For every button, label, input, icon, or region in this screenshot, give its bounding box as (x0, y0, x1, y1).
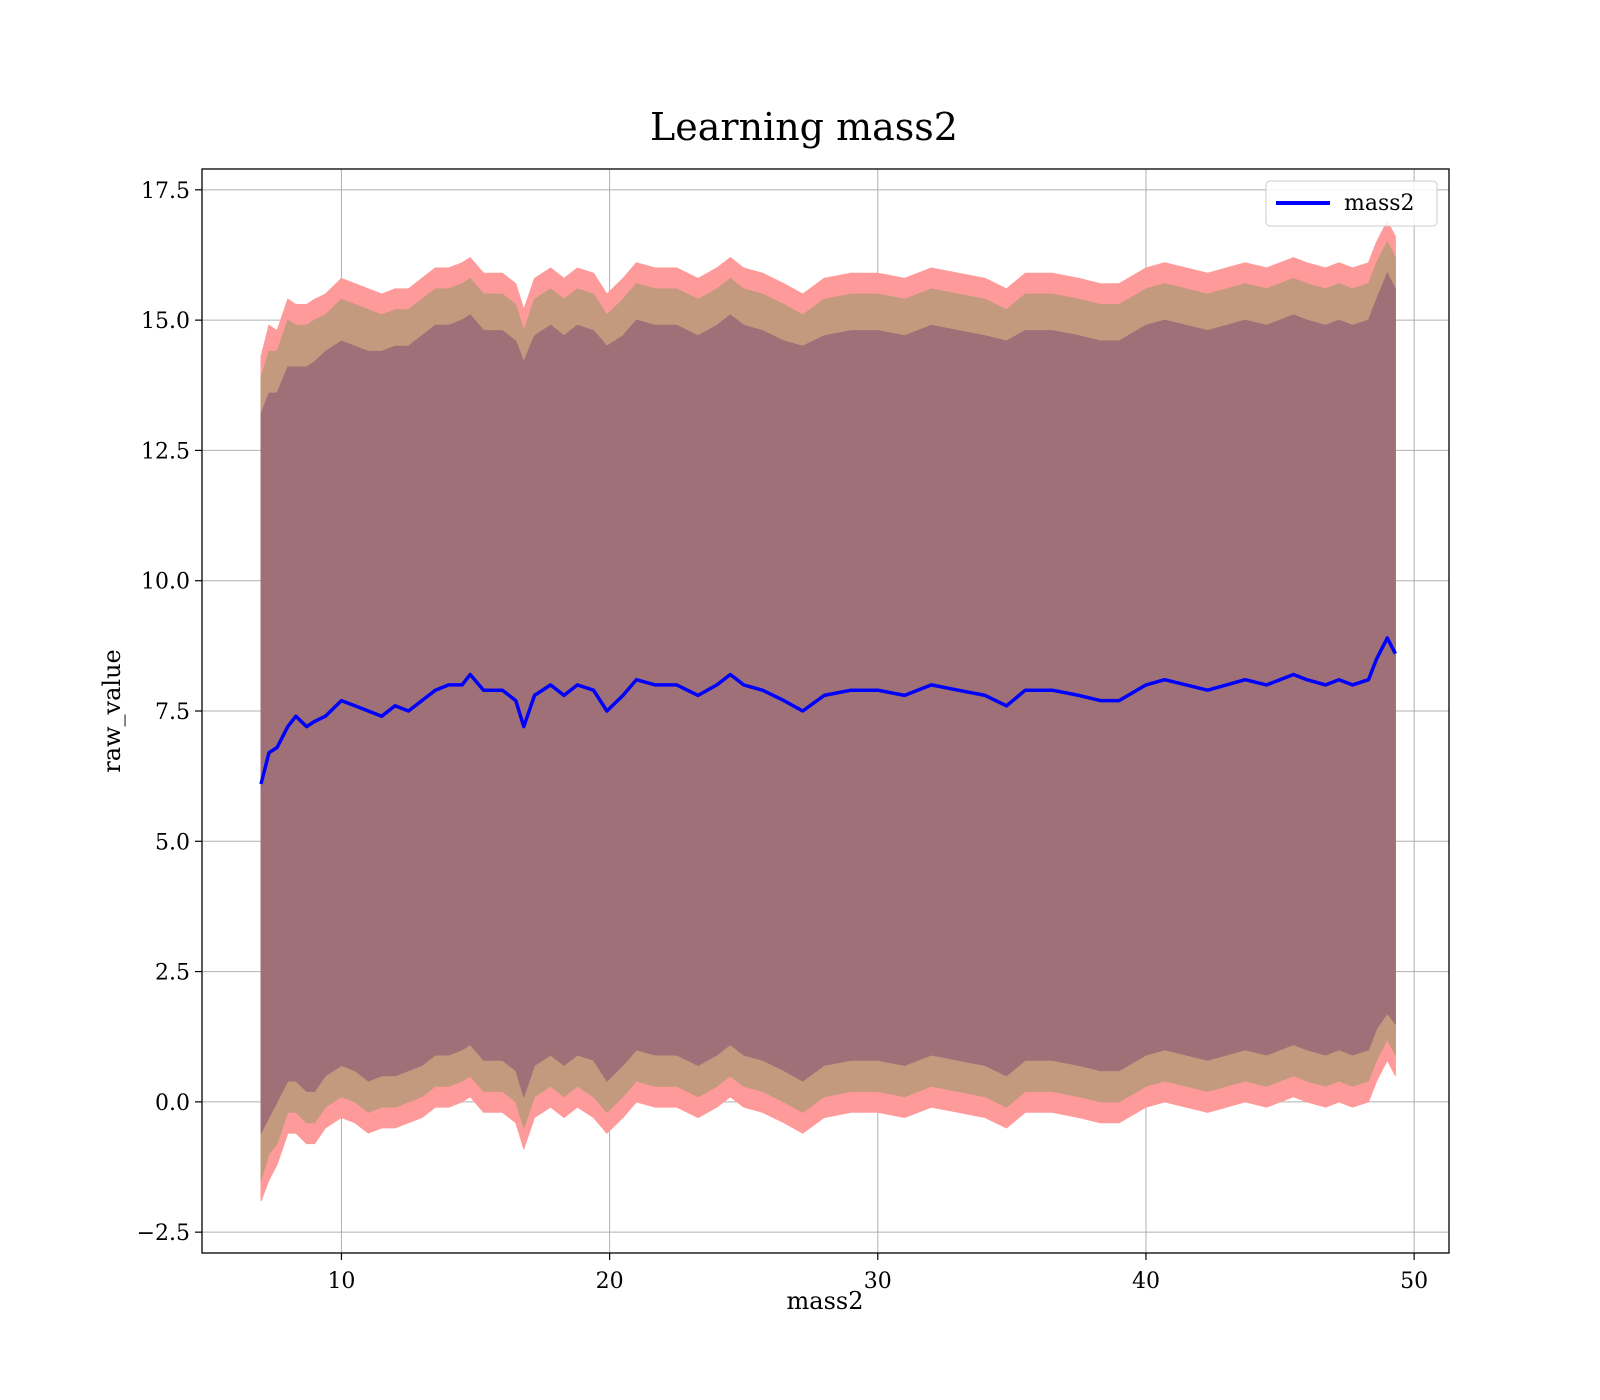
legend-label-mass2: mass2 (1344, 191, 1415, 216)
x-tick-label: 10 (327, 1269, 355, 1294)
x-tick-label: 50 (1400, 1269, 1428, 1294)
x-tick-label: 20 (596, 1269, 624, 1294)
x-tick-label: 40 (1132, 1269, 1160, 1294)
bands (260, 220, 1396, 1202)
y-tick-label: −2.5 (137, 1221, 190, 1246)
series-lines (259, 636, 1397, 785)
x-axis: 10 20 30 40 50 (327, 1253, 1428, 1294)
y-tick-label: 17.5 (141, 179, 190, 204)
band-inner (260, 272, 1396, 1134)
legend-box (1265, 180, 1438, 227)
y-tick-label: 12.5 (141, 439, 190, 464)
y-tick-label: 2.5 (155, 961, 190, 986)
chart-title: Learning mass2 (650, 105, 958, 149)
y-axis-label: raw_value (98, 649, 126, 773)
y-axis: −2.5 0.0 2.5 5.0 7.5 10.0 12.5 15.0 17.5 (137, 179, 202, 1246)
legend: mass2 (1265, 180, 1438, 227)
x-tick-label: 30 (864, 1269, 892, 1294)
y-tick-label: 5.0 (155, 830, 190, 855)
y-tick-label: 15.0 (141, 309, 190, 334)
y-tick-label: 7.5 (155, 700, 190, 725)
x-axis-label: mass2 (787, 1287, 864, 1315)
y-tick-label: 10.0 (141, 570, 190, 595)
series-line-mass2 (259, 636, 1397, 785)
y-tick-label: 0.0 (155, 1091, 190, 1116)
